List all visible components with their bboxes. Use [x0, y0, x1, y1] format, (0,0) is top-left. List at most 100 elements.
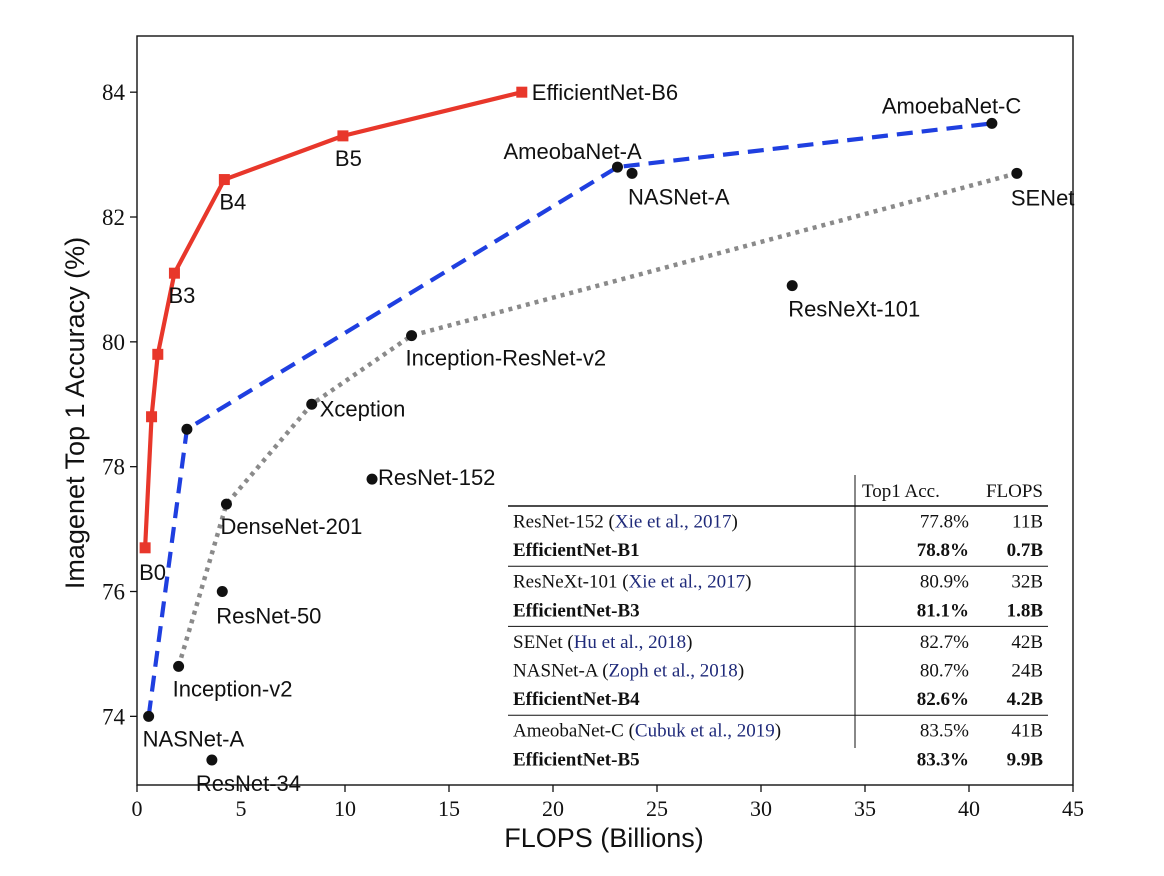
- point-label-senet: SENet: [1011, 185, 1075, 210]
- table-cell-accuracy: 80.9%: [920, 572, 969, 593]
- data-point-b0: [139, 542, 151, 554]
- x-tick-label: 5: [236, 796, 247, 821]
- y-tick-label: 80: [102, 330, 125, 355]
- data-point-b5: [337, 130, 349, 142]
- point-label-resnet-50: ResNet-50: [216, 604, 321, 629]
- x-tick-label: 45: [1062, 796, 1084, 821]
- model-name: EfficientNet-B3: [513, 600, 640, 621]
- model-name: NASNet-A: [513, 661, 599, 682]
- y-tick-label: 76: [102, 580, 125, 605]
- x-tick-label: 20: [542, 796, 564, 821]
- data-point-resnet-152: [366, 473, 378, 485]
- data-point-b3: [168, 267, 180, 279]
- point-label-resnet-34: ResNet-34: [196, 771, 301, 796]
- x-axis-title: FLOPS (Billions): [504, 823, 704, 853]
- table-row-model: EfficientNet-B1: [513, 540, 640, 561]
- table-cell-accuracy: 78.8%: [917, 540, 969, 561]
- data-point-resnet-34: [206, 754, 218, 766]
- data-point-efficientnet-b6: [516, 86, 528, 98]
- table-cell-flops: 42B: [1011, 632, 1043, 653]
- table-row-model: AmeobaNet-C (Cubuk et al., 2019): [513, 721, 781, 742]
- x-axis-ticks: 0 5 10 15 20 25 30 35 40 45: [132, 785, 1084, 821]
- citation: Hu et al., 2018: [574, 632, 686, 653]
- y-tick-label: 74: [102, 704, 126, 729]
- table-row-model: SENet (Hu et al., 2018): [513, 632, 692, 653]
- model-name: EfficientNet-B4: [513, 689, 640, 710]
- data-point: [152, 348, 164, 360]
- point-label-inception-resnet-v2: Inception-ResNet-v2: [406, 346, 607, 371]
- table-row-model: NASNet-A (Zoph et al., 2018): [513, 661, 744, 682]
- data-point-b4: [218, 174, 230, 186]
- citation: Cubuk et al., 2019: [635, 721, 775, 742]
- point-label-inception-v2: Inception-v2: [173, 676, 293, 701]
- table-row-model: EfficientNet-B4: [513, 689, 640, 710]
- data-point-ameobanet-a: [611, 161, 623, 173]
- model-name: AmeobaNet-C: [513, 721, 624, 742]
- point-label-densenet-201: DenseNet-201: [220, 514, 362, 539]
- x-tick-label: 0: [132, 796, 143, 821]
- point-label-ameobanet-a: AmeobaNet-A: [503, 139, 642, 164]
- x-tick-label: 15: [438, 796, 460, 821]
- data-point-densenet-201: [220, 498, 232, 510]
- y-tick-label: 82: [102, 205, 125, 230]
- citation: Zoph et al., 2018: [609, 661, 738, 682]
- comparison-table: Top1 Acc. FLOPS ResNet-152 (Xie et al., 20…: [508, 475, 1048, 770]
- point-label-nasnet-a: NASNet-A: [628, 184, 730, 209]
- data-point-resnet-50: [216, 586, 228, 598]
- table-cell-flops: 1.8B: [1007, 600, 1044, 621]
- data-point-inception-resnet-v2: [406, 330, 418, 342]
- model-name: ResNet-152: [513, 512, 604, 533]
- table-cell-flops: 41B: [1011, 721, 1043, 742]
- model-name: ResNeXt-101: [513, 572, 617, 593]
- data-point-inception-v2: [173, 660, 185, 672]
- point-label-nasnet-a: NASNet-A: [143, 726, 245, 751]
- series-markers: [139, 86, 1023, 766]
- data-point-amoebanet-c: [986, 117, 998, 129]
- table-row-model: EfficientNet-B5: [513, 749, 640, 770]
- point-label-b4: B4: [219, 190, 246, 215]
- table-cell-accuracy: 80.7%: [920, 661, 969, 682]
- table-cell-flops: 24B: [1011, 661, 1043, 682]
- table-cell-flops: 0.7B: [1007, 540, 1044, 561]
- series-line-dashed: [146, 121, 993, 717]
- data-point-nasnet-a: [626, 167, 638, 179]
- x-tick-label: 35: [854, 796, 876, 821]
- table-cell-accuracy: 81.1%: [917, 600, 969, 621]
- point-label-b0: B0: [139, 560, 166, 585]
- table-header-flops: FLOPS: [986, 481, 1043, 502]
- citation: Xie et al., 2017: [629, 572, 746, 593]
- point-label-resnext-101: ResNeXt-101: [788, 297, 920, 322]
- table-cell-accuracy: 77.8%: [920, 512, 969, 533]
- table-row-model: ResNet-152 (Xie et al., 2017): [513, 512, 738, 533]
- data-point: [146, 411, 158, 423]
- table-cell-flops: 11B: [1012, 512, 1043, 533]
- table-cell-accuracy: 83.3%: [917, 749, 969, 770]
- y-tick-label: 78: [102, 455, 125, 480]
- table-row-model: ResNeXt-101 (Xie et al., 2017): [513, 572, 752, 593]
- plot-frame: [136, 35, 1074, 786]
- citation: Xie et al., 2017: [615, 512, 732, 533]
- table-cell-flops: 9.9B: [1007, 749, 1044, 770]
- x-tick-label: 25: [646, 796, 668, 821]
- model-name: SENet: [513, 632, 563, 653]
- point-label-xception: Xception: [320, 396, 406, 421]
- y-axis-title: Imagenet Top 1 Accuracy (%): [60, 237, 90, 589]
- point-label-b5: B5: [335, 146, 362, 171]
- table-cell-flops: 32B: [1011, 572, 1043, 593]
- point-label-amoebanet-c: AmoebaNet-C: [882, 93, 1022, 118]
- table-row-model: EfficientNet-B3: [513, 600, 640, 621]
- point-label-resnet-152: ResNet-152: [378, 465, 495, 490]
- model-name: EfficientNet-B1: [513, 540, 640, 561]
- y-tick-label: 84: [102, 80, 126, 105]
- table-cell-accuracy: 82.7%: [920, 632, 969, 653]
- x-tick-label: 10: [334, 796, 356, 821]
- data-point-xception: [306, 398, 318, 410]
- data-point-resnext-101: [786, 280, 798, 292]
- table-header-accuracy: Top1 Acc.: [862, 481, 940, 502]
- data-point-senet: [1011, 167, 1023, 179]
- y-axis-ticks: 74 76 78 80 82 84: [102, 80, 137, 729]
- point-labels: B0 B3 B4 B5 EfficientNet-B6 NASNet-A AmeobaNet…: [139, 80, 1074, 796]
- model-name: EfficientNet-B5: [513, 749, 640, 770]
